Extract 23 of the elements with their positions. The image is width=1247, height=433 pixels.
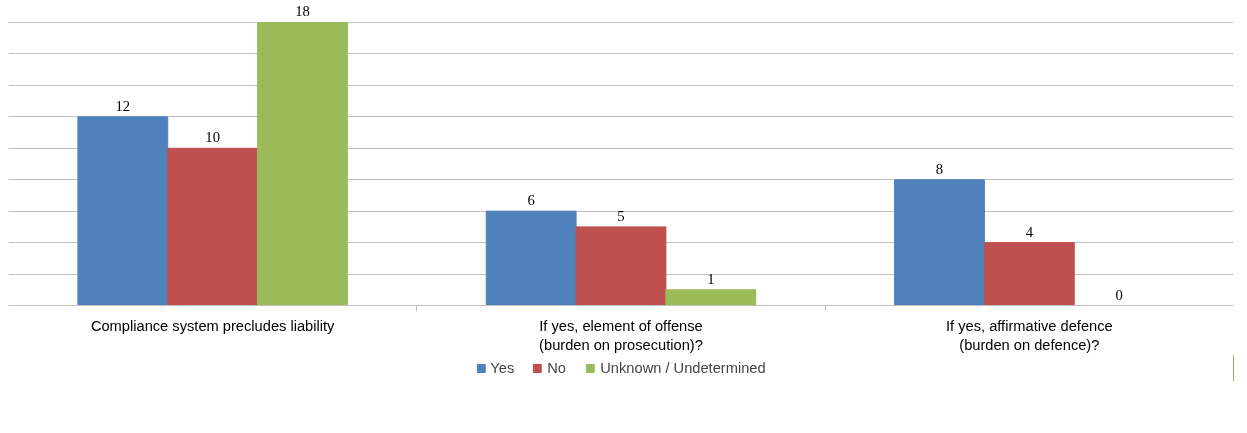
bar xyxy=(77,116,169,306)
bar xyxy=(894,179,985,306)
data-label: 1 xyxy=(707,270,715,287)
legend-label: Unknown / Undetermined xyxy=(600,360,766,376)
data-label: 4 xyxy=(1025,223,1034,240)
data-label: 10 xyxy=(205,129,220,146)
bar xyxy=(983,242,1075,306)
bar xyxy=(167,147,259,306)
bar xyxy=(575,226,667,306)
data-label: 12 xyxy=(115,97,131,114)
x-tick-label: If yes, element of offense (burden on prosecution)? xyxy=(539,317,703,353)
bar xyxy=(257,21,348,306)
x-tick-label: If yes, affirmative defence (burden on defence)? xyxy=(945,317,1113,353)
data-label: 8 xyxy=(935,160,944,177)
data-label: 6 xyxy=(527,192,535,209)
legend-label: Yes xyxy=(490,360,515,376)
data-label: 5 xyxy=(617,207,625,224)
x-tick-label: Compliance system precludes liability xyxy=(90,317,336,334)
bar xyxy=(665,289,757,306)
legend-label: No xyxy=(547,360,567,376)
data-label: 18 xyxy=(295,3,310,20)
bar xyxy=(485,210,577,306)
data-label: 0 xyxy=(1115,286,1123,303)
